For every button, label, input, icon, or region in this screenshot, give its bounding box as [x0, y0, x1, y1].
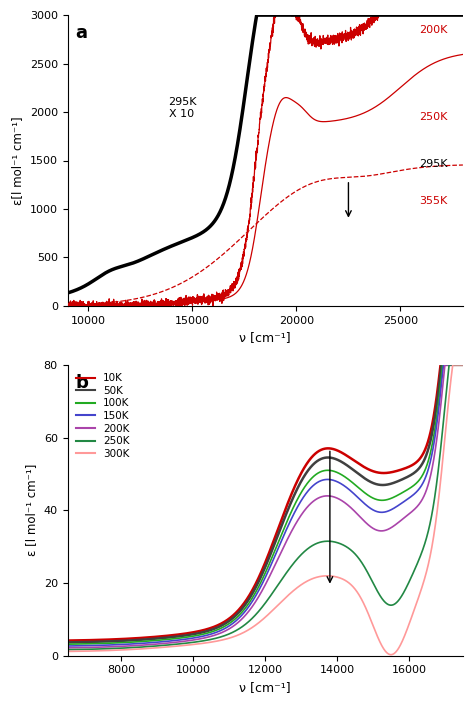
300K — [450, 360, 456, 369]
250K — [64, 645, 70, 654]
10K — [64, 637, 70, 645]
300K — [460, 360, 466, 369]
250K — [448, 360, 454, 369]
200K — [460, 360, 466, 369]
50K — [246, 594, 252, 603]
300K — [388, 651, 394, 659]
50K — [448, 360, 454, 369]
150K — [246, 601, 252, 610]
100K — [246, 599, 252, 607]
250K — [460, 360, 466, 369]
300K — [64, 647, 70, 656]
150K — [85, 642, 91, 650]
10K — [460, 360, 466, 369]
100K — [376, 496, 382, 504]
10K — [246, 591, 252, 600]
150K — [448, 360, 454, 369]
50K — [438, 360, 444, 369]
50K — [376, 481, 382, 489]
100K — [448, 360, 454, 369]
Y-axis label: ε [l mol⁻¹ cm⁻¹]: ε [l mol⁻¹ cm⁻¹] — [25, 464, 38, 556]
Line: 250K: 250K — [67, 364, 463, 649]
X-axis label: ν [cm⁻¹]: ν [cm⁻¹] — [239, 331, 291, 344]
Line: 10K: 10K — [67, 364, 463, 641]
250K — [449, 360, 455, 369]
200K — [85, 643, 91, 651]
Text: 295K: 295K — [419, 159, 447, 169]
300K — [449, 369, 455, 378]
10K — [449, 360, 455, 369]
150K — [257, 584, 263, 593]
300K — [376, 635, 382, 644]
X-axis label: ν [cm⁻¹]: ν [cm⁻¹] — [239, 681, 291, 694]
250K — [376, 589, 382, 598]
Text: b: b — [75, 374, 88, 391]
100K — [460, 360, 466, 369]
10K — [438, 360, 443, 369]
200K — [64, 644, 70, 652]
Text: 355K: 355K — [419, 196, 447, 206]
100K — [85, 639, 91, 648]
Line: 150K: 150K — [67, 364, 463, 646]
200K — [442, 360, 448, 369]
300K — [448, 372, 454, 380]
10K — [376, 468, 382, 477]
100K — [257, 580, 263, 589]
100K — [64, 640, 70, 649]
50K — [64, 638, 70, 646]
300K — [85, 647, 91, 656]
10K — [257, 571, 263, 580]
Text: 250K: 250K — [419, 112, 447, 122]
150K — [449, 360, 455, 369]
Line: 50K: 50K — [67, 364, 463, 642]
Line: 300K: 300K — [67, 364, 463, 655]
250K — [257, 606, 263, 614]
50K — [85, 638, 91, 646]
Text: a: a — [75, 24, 87, 42]
10K — [448, 360, 454, 369]
200K — [257, 591, 263, 599]
250K — [85, 645, 91, 654]
300K — [246, 625, 252, 634]
150K — [441, 360, 447, 369]
250K — [447, 360, 452, 369]
Text: 200K: 200K — [419, 25, 447, 35]
50K — [257, 575, 263, 584]
Line: 200K: 200K — [67, 364, 463, 648]
200K — [448, 360, 454, 369]
200K — [449, 360, 455, 369]
50K — [460, 360, 466, 369]
50K — [449, 360, 455, 369]
Y-axis label: ε[l mol⁻¹ cm⁻¹]: ε[l mol⁻¹ cm⁻¹] — [11, 116, 24, 205]
Legend: 10K, 50K, 100K, 150K, 200K, 250K, 300K: 10K, 50K, 100K, 150K, 200K, 250K, 300K — [73, 370, 133, 462]
10K — [85, 636, 91, 644]
Line: 100K: 100K — [67, 364, 463, 644]
Text: 295K
X 10: 295K X 10 — [168, 97, 196, 119]
150K — [460, 360, 466, 369]
100K — [449, 360, 455, 369]
300K — [257, 618, 263, 626]
100K — [440, 360, 446, 369]
200K — [376, 527, 382, 535]
150K — [64, 642, 70, 650]
150K — [376, 508, 382, 516]
250K — [246, 617, 252, 625]
200K — [246, 606, 252, 615]
